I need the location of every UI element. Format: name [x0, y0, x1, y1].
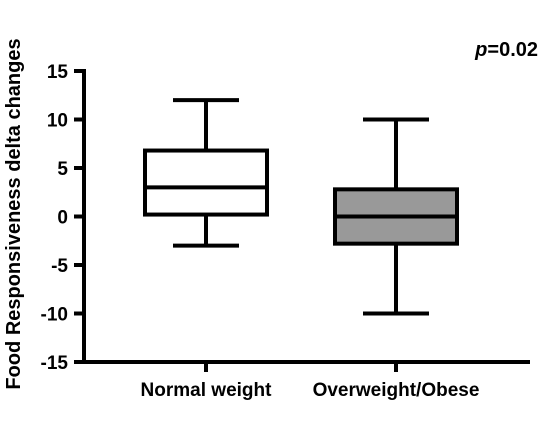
y-tick-label: -15: [41, 353, 69, 374]
p-value: =0.02: [487, 39, 538, 61]
y-axis: 15 10 5 0 -5 -10 -15: [41, 62, 86, 374]
p-value-annotation: p=0.02: [474, 39, 538, 61]
y-tick-label: -5: [51, 256, 68, 277]
y-tick-label: 5: [57, 159, 68, 180]
p-symbol: p: [474, 39, 487, 61]
x-category-label: Normal weight: [141, 380, 273, 401]
box-overweight-obese: [333, 117, 459, 316]
y-tick-label: 0: [57, 208, 68, 229]
box-normal-weight: [143, 98, 269, 248]
y-tick-label: -10: [41, 305, 68, 326]
y-tick-label: 15: [47, 62, 69, 83]
iqr-box: [143, 148, 269, 217]
y-tick-label: 10: [47, 111, 68, 132]
y-axis-title: Food Responsiveness delta changes: [3, 38, 25, 389]
box-series: [143, 98, 459, 316]
x-axis: Normal weight Overweight/Obese: [82, 360, 530, 401]
x-category-label: Overweight/Obese: [313, 380, 480, 401]
